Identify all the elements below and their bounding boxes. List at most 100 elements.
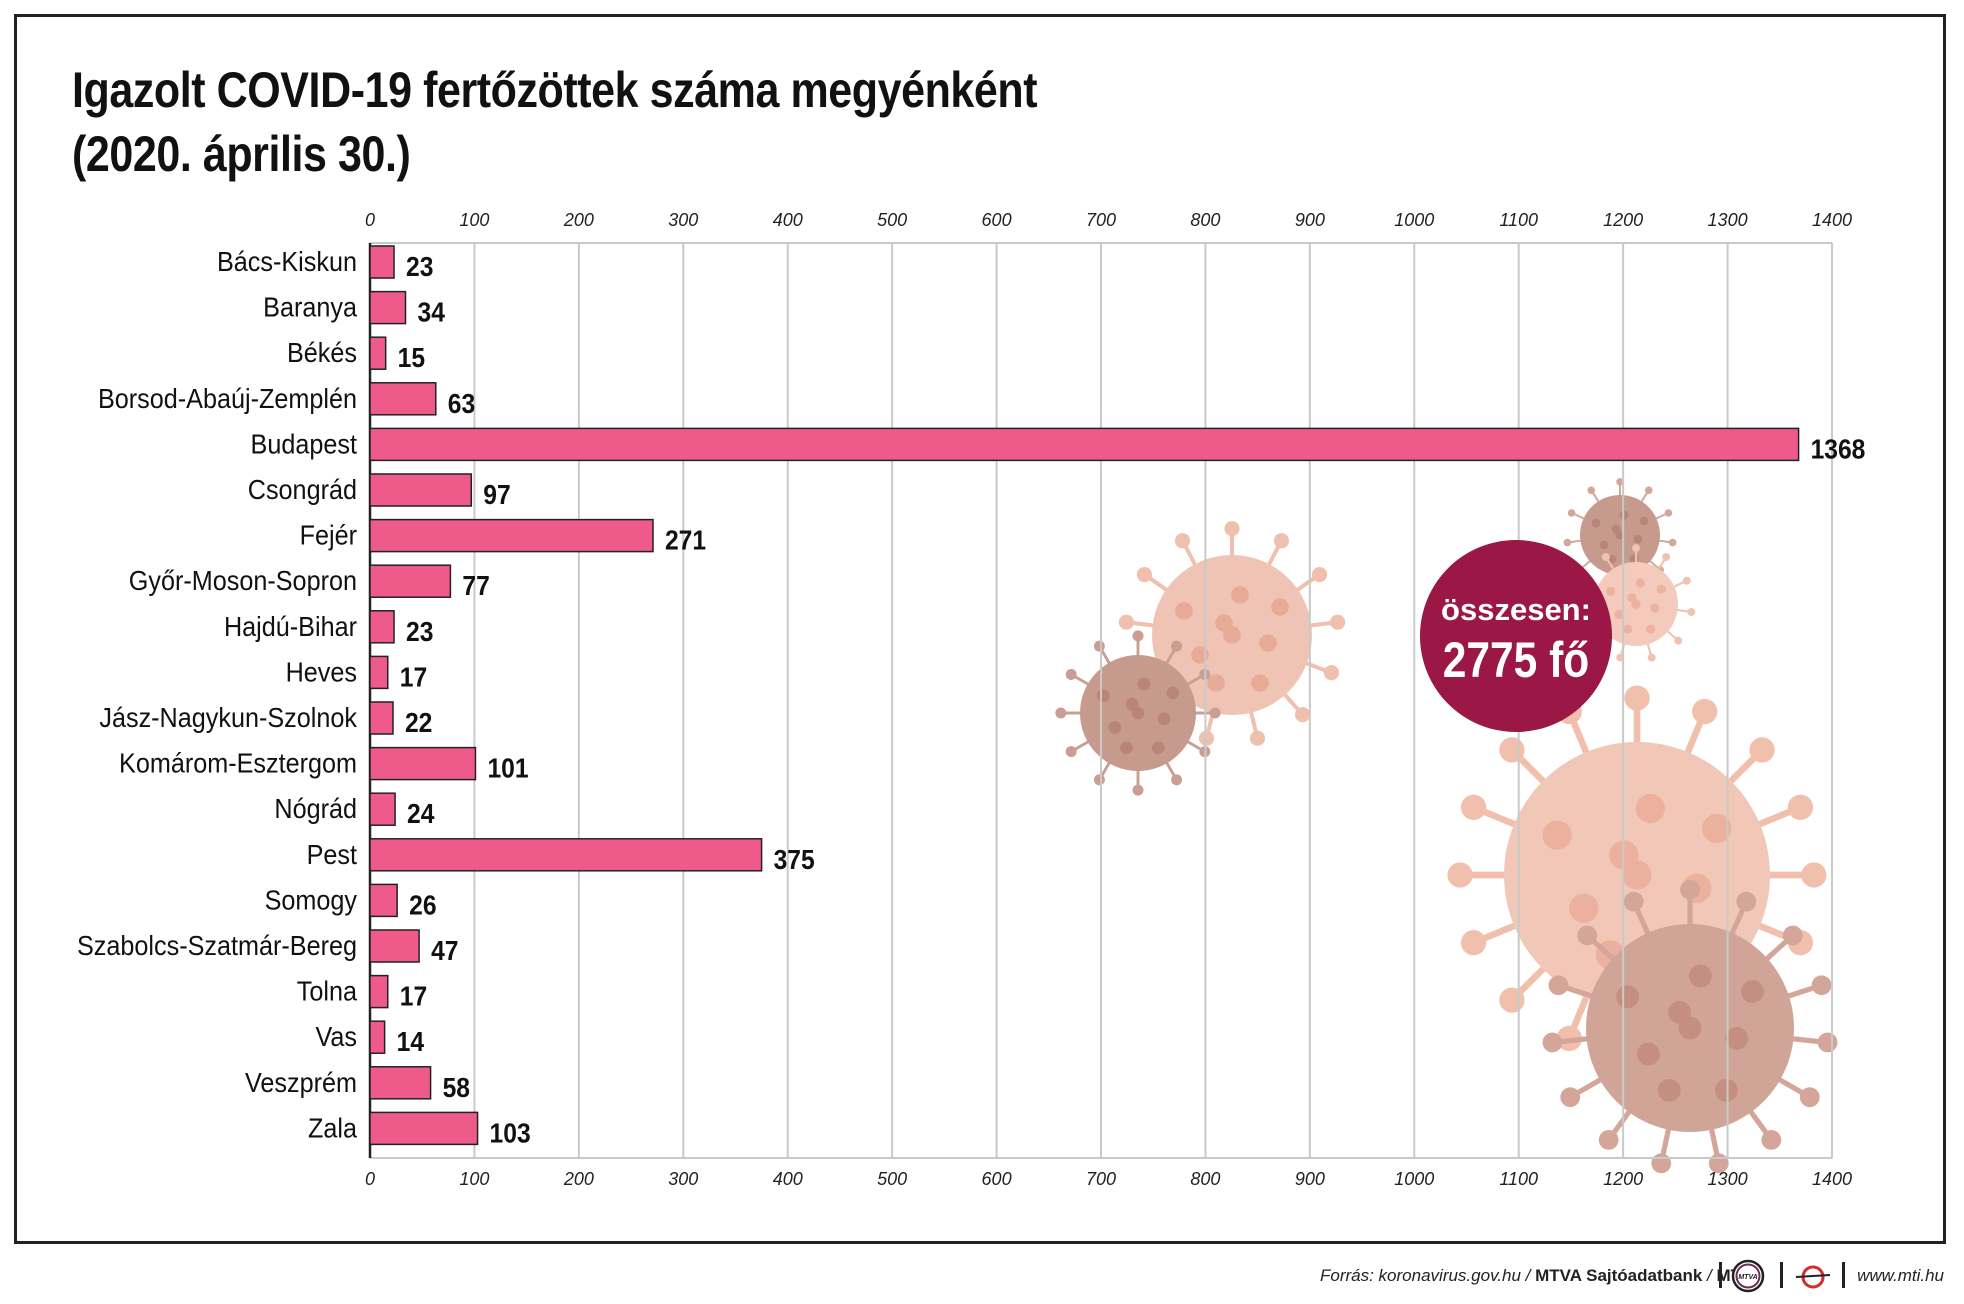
category-label: Komárom-Esztergom (119, 747, 357, 779)
value-label: 17 (400, 661, 427, 693)
category-label: Somogy (265, 884, 358, 916)
category-label: Szabolcs-Szatmár-Bereg (77, 930, 357, 962)
category-label: Vas (315, 1021, 357, 1053)
x-tick-label: 200 (563, 210, 594, 230)
category-label: Bács-Kiskun (217, 246, 357, 278)
x-tick-label: 300 (668, 210, 698, 230)
x-tick-label: 400 (773, 210, 803, 230)
x-tick-label: 600 (982, 1169, 1012, 1189)
footer-separator (1780, 1262, 1783, 1288)
x-tick-label: 500 (877, 1169, 907, 1189)
mti-logo-icon (1795, 1265, 1831, 1289)
value-label: 271 (665, 524, 706, 556)
x-tick-label: 600 (982, 210, 1012, 230)
category-label: Veszprém (245, 1067, 357, 1099)
value-label: 22 (405, 707, 432, 739)
virus-icon-large (1120, 523, 1344, 745)
category-label: Jász-Nagykun-Szolnok (99, 702, 357, 734)
value-label: 24 (407, 798, 435, 830)
bar (369, 929, 420, 963)
source-credit: Forrás: koronavirus.gov.hu / MTVA Sajtóa… (1320, 1266, 1746, 1285)
footer: Forrás: koronavirus.gov.hu / MTVA Sajtóa… (1320, 1258, 1950, 1294)
chart-title-line-2: (2020. április 30.) (72, 126, 411, 182)
x-tick-label: 1300 (1708, 210, 1748, 230)
value-label: 26 (409, 889, 436, 921)
x-tick-label: 0 (365, 1169, 375, 1189)
value-label: 23 (406, 251, 433, 283)
category-label: Baranya (263, 291, 357, 323)
x-tick-label: 100 (459, 1169, 489, 1189)
bar (369, 336, 387, 370)
virus-icon-large (1564, 479, 1676, 590)
x-tick-label: 1000 (1394, 210, 1434, 230)
x-tick-label: 800 (1190, 1169, 1220, 1189)
x-tick-label: 500 (877, 210, 907, 230)
bar (369, 655, 389, 690)
x-tick-label: 1400 (1812, 1169, 1852, 1189)
category-label: Borsod-Abaúj-Zemplén (98, 383, 357, 415)
value-label: 34 (418, 296, 446, 328)
category-label: Nógrád (274, 793, 357, 825)
category-label: Tolna (297, 975, 357, 1007)
category-label: Hajdú-Bihar (224, 611, 357, 643)
bar (369, 1066, 432, 1100)
x-tick-label: 0 (365, 210, 375, 230)
source-agency: MTVA Sajtóadatbank (1535, 1266, 1703, 1285)
mtva-logo: MTVA (1731, 1259, 1765, 1293)
bar (369, 883, 398, 918)
value-label: 17 (400, 980, 427, 1012)
website-link[interactable]: www.mti.hu (1857, 1266, 1944, 1285)
category-label: Pest (307, 839, 358, 871)
total-badge: összesen: 2775 fő (1420, 540, 1612, 732)
x-tick-label: 900 (1295, 210, 1325, 230)
value-label: 1368 (1811, 433, 1866, 465)
virus-icon-medium (1057, 632, 1219, 794)
bar (369, 245, 395, 279)
category-label: Győr-Moson-Sopron (129, 565, 357, 597)
value-label: 14 (397, 1026, 425, 1058)
x-tick-label: 1200 (1603, 210, 1643, 230)
x-tick-label: 700 (1086, 1169, 1116, 1189)
value-label: 97 (483, 479, 510, 511)
category-label: Csongrád (248, 474, 357, 506)
total-badge-circle (1420, 540, 1612, 732)
virus-icon-medium (1577, 545, 1694, 661)
bar (369, 564, 452, 598)
x-tick-label: 1400 (1812, 210, 1852, 230)
category-label: Zala (308, 1112, 357, 1144)
footer-separator (1719, 1262, 1722, 1288)
mtva-logo-text: MTVA (1738, 1274, 1757, 1281)
x-tick-label: 300 (668, 1169, 698, 1189)
value-label: 101 (487, 752, 528, 784)
x-tick-label: 700 (1086, 210, 1116, 230)
virus-icon-tiny (1544, 882, 1835, 1172)
category-label: Budapest (251, 428, 358, 460)
x-tick-label: 1000 (1394, 1169, 1434, 1189)
x-tick-label: 800 (1190, 210, 1220, 230)
x-tick-label: 1100 (1499, 1169, 1538, 1189)
total-value: 2775 fő (1443, 632, 1589, 688)
chart-title-line-1: Igazolt COVID-19 fertőzöttek száma megyé… (72, 62, 1038, 118)
bar (369, 610, 395, 644)
bar (369, 1111, 479, 1146)
bar (369, 290, 407, 325)
value-label: 375 (774, 843, 815, 875)
x-tick-label: 200 (563, 1169, 594, 1189)
value-label: 103 (490, 1117, 531, 1149)
bar (369, 518, 654, 553)
total-label: összesen: (1441, 592, 1591, 627)
bar (369, 746, 477, 781)
value-label: 15 (398, 342, 425, 374)
category-label: Békés (287, 337, 357, 369)
bar (369, 427, 1800, 462)
bar (369, 974, 389, 1009)
x-tick-label: 1100 (1499, 210, 1538, 230)
x-tick-label: 1300 (1708, 1169, 1748, 1189)
category-label: Heves (286, 656, 357, 688)
value-label: 47 (431, 935, 458, 967)
x-tick-label: 100 (459, 210, 489, 230)
bar (369, 1020, 386, 1054)
bar (369, 382, 437, 416)
x-tick-label: 1200 (1603, 1169, 1643, 1189)
